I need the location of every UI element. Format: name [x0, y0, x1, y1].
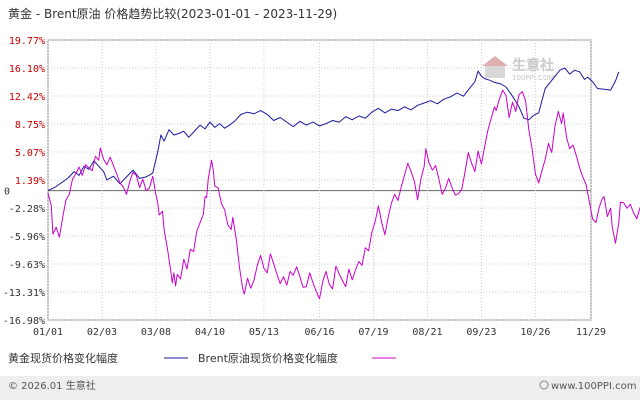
house-logo-icon [482, 56, 508, 66]
x-tick-label: 11/29 [576, 327, 606, 338]
watermark-en: 100PPI.COM [512, 74, 555, 82]
x-tick-label: 08/21 [412, 327, 442, 338]
x-tick-label: 05/13 [249, 327, 279, 338]
x-tick-label: 03/08 [141, 327, 171, 338]
x-tick-label: 04/10 [195, 327, 225, 338]
x-tick-label: 10/26 [520, 327, 550, 338]
legend-label-gold: 黄金现货价格变化幅度 [8, 351, 118, 365]
footer-url: www.100PPI.com [551, 381, 636, 392]
y-tick-label: -13.31% [3, 288, 45, 299]
x-tick-label: 02/03 [87, 327, 117, 338]
legend: 黄金现货价格变化幅度 Brent原油现货价格变化幅度 [8, 351, 396, 365]
footer-copyright: © 2026.01 生意社 [8, 379, 96, 392]
legend-label-brent: Brent原油现货价格变化幅度 [198, 351, 338, 365]
y-axis: 19.77% 16.10% 12.42% 8.75% 5.07% 1.39% -2.28% -… [3, 36, 45, 327]
y-tick-label: 1.39% [15, 176, 45, 187]
series-line-brent [47, 89, 640, 300]
zero-label: 0 [4, 187, 10, 198]
watermark: 生意社 100PPI.COM [482, 56, 555, 82]
x-tick-label: 09/23 [466, 327, 496, 338]
footer-site: www.100PPI.com [539, 380, 636, 392]
footer-bar [0, 376, 640, 400]
x-axis: 01/01 02/03 03/08 04/10 05/13 06/16 07/19 08/21… [33, 327, 606, 338]
y-tick-label: -16.98% [3, 316, 45, 327]
y-tick-label: -5.96% [9, 232, 45, 243]
x-tick-label: 07/19 [358, 327, 388, 338]
y-tick-label: 19.77% [9, 36, 45, 47]
y-tick-label: 16.10% [9, 64, 45, 75]
chart-title: 黄金 - Brent原油 价格趋势比较(2023-01-01 - 2023-11… [8, 6, 337, 21]
watermark-cn: 生意社 [512, 57, 554, 74]
house-logo-body [485, 66, 505, 78]
y-tick-label: 12.42% [9, 92, 45, 103]
x-tick-label: 06/16 [304, 327, 334, 338]
grid [47, 39, 592, 321]
x-tick-label: 01/01 [33, 327, 63, 338]
globe-icon [539, 380, 549, 390]
series-group [47, 67, 640, 300]
y-tick-label: -9.63% [9, 260, 45, 271]
series-line-gold [47, 67, 620, 192]
y-tick-label: 5.07% [15, 148, 45, 159]
y-tick-label: 8.75% [15, 120, 45, 131]
y-tick-label: -2.28% [9, 204, 45, 215]
